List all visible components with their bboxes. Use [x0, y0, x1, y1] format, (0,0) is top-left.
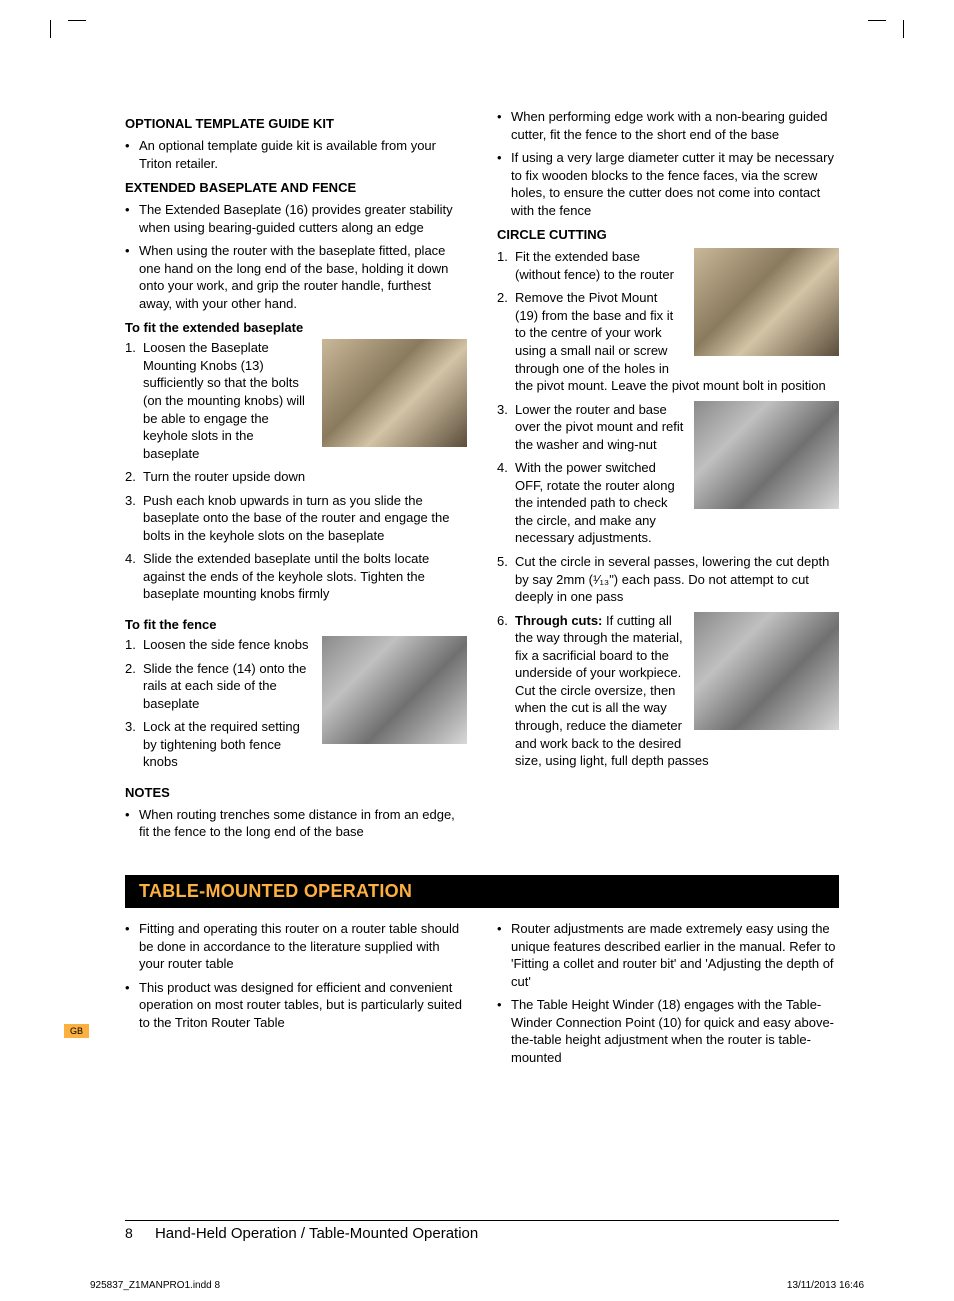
step-baseplate-4: Slide the extended baseplate until the b… [143, 550, 467, 603]
heading-notes: NOTES [125, 785, 467, 800]
footer-title: Hand-Held Operation / Table-Mounted Oper… [155, 1225, 478, 1242]
step-circle-4: With the power switched OFF, rotate the … [515, 459, 839, 547]
page-content: OPTIONAL TEMPLATE GUIDE KIT An optional … [0, 0, 954, 1172]
table-bullet-3: Router adjustments are made extremely ea… [511, 920, 839, 990]
table-bullet-1: Fitting and operating this router on a r… [139, 920, 467, 973]
step-circle-1: Fit the extended base (without fence) to… [515, 248, 839, 283]
right-column: When performing edge work with a non-bea… [497, 108, 839, 847]
through-cuts-label: Through cuts: [515, 613, 602, 628]
step-baseplate-1: Loosen the Baseplate Mounting Knobs (13)… [143, 339, 467, 462]
step-fence-1: Loosen the side fence knobs [143, 636, 467, 654]
footer: 8 Hand-Held Operation / Table-Mounted Op… [125, 1220, 839, 1242]
step-circle-2: Remove the Pivot Mount (19) from the bas… [515, 289, 839, 394]
table-left-column: Fitting and operating this router on a r… [125, 920, 467, 1072]
heading-template-kit: OPTIONAL TEMPLATE GUIDE KIT [125, 116, 467, 131]
table-right-column: Router adjustments are made extremely ea… [497, 920, 839, 1072]
print-timestamp: 13/11/2013 16:46 [787, 1280, 864, 1291]
step-baseplate-2: Turn the router upside down [143, 468, 467, 486]
page-number: 8 [125, 1225, 133, 1241]
heading-extended-baseplate: EXTENDED BASEPLATE AND FENCE [125, 180, 467, 195]
step-baseplate-3: Push each knob upwards in turn as you sl… [143, 492, 467, 545]
step-circle-6: Through cuts: If cutting all the way thr… [515, 612, 839, 770]
bullet-edge-work: When performing edge work with a non-bea… [511, 108, 839, 143]
bullet-template-kit: An optional template guide kit is availa… [139, 137, 467, 172]
table-bullet-2: This product was designed for efficient … [139, 979, 467, 1032]
bullet-baseplate-1: The Extended Baseplate (16) provides gre… [139, 201, 467, 236]
upper-columns: OPTIONAL TEMPLATE GUIDE KIT An optional … [125, 108, 839, 847]
subheading-fit-fence: To fit the fence [125, 617, 467, 632]
subheading-fit-baseplate: To fit the extended baseplate [125, 320, 467, 335]
left-column: OPTIONAL TEMPLATE GUIDE KIT An optional … [125, 108, 467, 847]
heading-circle-cutting: CIRCLE CUTTING [497, 227, 839, 242]
step-fence-2: Slide the fence (14) onto the rails at e… [143, 660, 467, 713]
section-banner: TABLE-MOUNTED OPERATION [125, 875, 839, 908]
step-circle-5: Cut the circle in several passes, loweri… [515, 553, 839, 606]
bullet-baseplate-2: When using the router with the baseplate… [139, 242, 467, 312]
bullet-large-cutter: If using a very large diameter cutter it… [511, 149, 839, 219]
table-bullet-4: The Table Height Winder (18) engages wit… [511, 996, 839, 1066]
indd-filename: 925837_Z1MANPRO1.indd 8 [90, 1280, 220, 1291]
step-circle-3: Lower the router and base over the pivot… [515, 401, 839, 454]
step-fence-3: Lock at the required setting by tighteni… [143, 718, 467, 771]
note-1: When routing trenches some distance in f… [139, 806, 467, 841]
through-cuts-text: If cutting all the way through the mater… [515, 613, 709, 768]
language-tag: GB [64, 1024, 89, 1038]
lower-columns: Fitting and operating this router on a r… [125, 920, 839, 1072]
